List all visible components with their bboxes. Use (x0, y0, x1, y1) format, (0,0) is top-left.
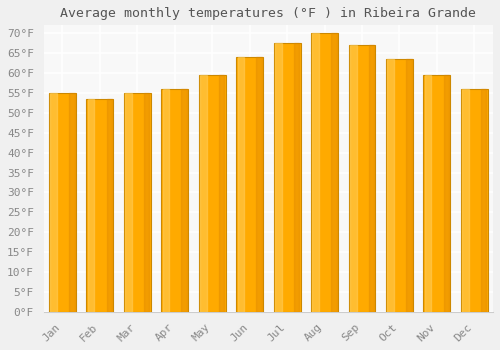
Bar (311, 33, 338, 312)
Bar (294, 43, 299, 312)
Bar (69, 93, 74, 312)
Bar (49, 93, 76, 312)
Bar (424, 75, 450, 312)
Bar (125, 93, 132, 312)
Bar (406, 59, 411, 312)
Bar (86, 99, 114, 312)
Bar (106, 99, 112, 312)
Bar (274, 43, 300, 312)
Bar (481, 89, 486, 312)
Bar (444, 75, 449, 312)
Bar (256, 57, 262, 312)
Bar (275, 43, 281, 312)
Bar (350, 45, 356, 312)
Bar (386, 59, 413, 312)
Bar (461, 89, 488, 312)
Bar (332, 33, 336, 312)
Bar (236, 57, 263, 312)
Bar (219, 75, 224, 312)
Bar (348, 45, 376, 312)
Bar (144, 93, 150, 312)
Bar (88, 99, 94, 312)
Bar (198, 75, 226, 312)
Bar (200, 75, 207, 312)
Title: Average monthly temperatures (°F ) in Ribeira Grande: Average monthly temperatures (°F ) in Ri… (60, 7, 476, 20)
Bar (238, 57, 244, 312)
Bar (50, 93, 57, 312)
Bar (182, 89, 187, 312)
Bar (462, 89, 469, 312)
Bar (162, 89, 188, 312)
Bar (312, 33, 319, 312)
Bar (124, 93, 151, 312)
Bar (388, 59, 394, 312)
Bar (162, 89, 170, 312)
Bar (368, 45, 374, 312)
Bar (424, 75, 432, 312)
